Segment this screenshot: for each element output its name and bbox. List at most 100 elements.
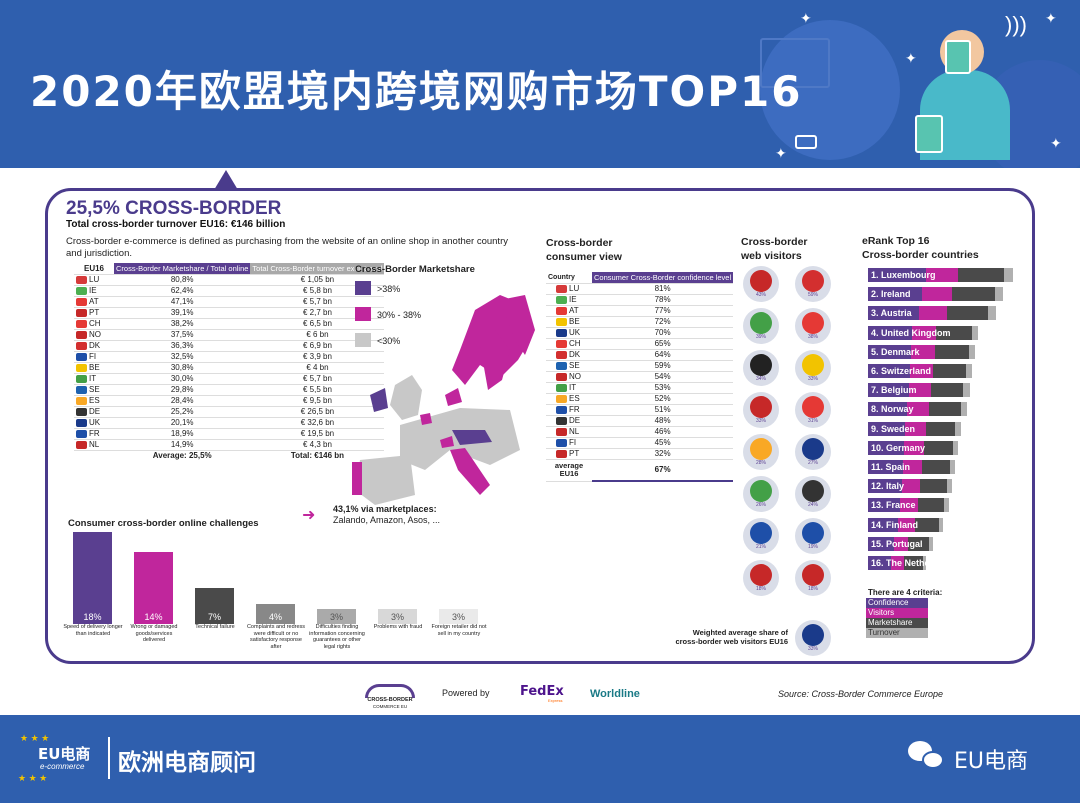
turnover-value: € 2,7 bn — [250, 307, 385, 319]
marketshare-value: 20,1% — [114, 417, 251, 429]
arrow-icon: ➜ — [302, 507, 316, 524]
country-code: BE — [89, 363, 100, 372]
country-code: PT — [569, 449, 580, 458]
country-code: ES — [569, 394, 580, 403]
country-code: IE — [89, 286, 97, 295]
rank-label: 15. Portugal — [871, 538, 923, 549]
country-flag-icon — [802, 480, 824, 502]
country-cell: UK — [546, 327, 592, 339]
criteria-item: Turnover — [866, 628, 928, 638]
table-footer-row: Average: 25,5% Total: €146 bn — [74, 450, 384, 461]
marketshare-value: 47,1% — [114, 296, 251, 308]
card-heading: 25,5% CROSS-BORDER — [66, 198, 282, 219]
country-flag-icon — [750, 354, 772, 376]
country-flag-icon — [750, 522, 772, 544]
country-code: CH — [89, 319, 101, 328]
challenge-bar: 14% — [134, 552, 173, 624]
country-flag-icon — [802, 522, 824, 544]
country-cell: ES — [74, 395, 114, 407]
country-code: ES — [89, 396, 100, 405]
table-row: FI 45% — [546, 437, 734, 449]
rank-label: 16. The Netherlands — [871, 558, 957, 568]
table-row: AT 47,1% € 5,7 bn — [74, 296, 385, 308]
rank-label: 8. Norway — [871, 404, 914, 415]
country-code: NO — [89, 330, 101, 339]
visitor-pct: 18% — [755, 586, 766, 592]
marketshare-value: 29,8% — [114, 384, 251, 396]
card-description: Cross-border e-commerce is defined as pu… — [66, 236, 508, 259]
table-row: LU 80,8% € 1,05 bn — [74, 274, 385, 286]
country-flag-icon — [750, 564, 772, 586]
footer-brand: 欧洲电商顾问 — [118, 750, 256, 776]
flag-icon — [556, 416, 567, 425]
marketshare-value: 30,8% — [114, 362, 251, 374]
flag-icon — [556, 383, 567, 392]
confidence-value: 77% — [592, 305, 734, 317]
marketshare-value: 80,8% — [114, 274, 251, 286]
challenge-value: 3% — [451, 612, 465, 622]
challenges-title: Consumer cross-border online challenges — [68, 518, 259, 529]
country-code: IT — [569, 383, 577, 392]
fedex-logo: FedEx — [520, 684, 564, 699]
star-icon: ✦ — [905, 50, 917, 66]
map-uk — [390, 375, 422, 420]
map-ireland — [370, 388, 388, 412]
weighted-pct: 33% — [807, 646, 818, 652]
table-row: PT 32% — [546, 448, 734, 460]
rank-label: 14. Finland — [871, 519, 919, 530]
cbce-logo-text-1: CROSS-BORDER — [367, 697, 413, 703]
card-tail — [214, 170, 238, 190]
marketshare-value: 18,9% — [114, 428, 251, 440]
table-row: ES 28,4% € 9,5 bn — [74, 395, 385, 407]
rank-bar-confidence — [868, 325, 913, 340]
confidence-value: 64% — [592, 349, 734, 361]
confidence-value: 51% — [592, 404, 734, 416]
flag-icon — [556, 328, 567, 337]
visitor-circle: 18% — [743, 560, 779, 596]
challenge-label: Speed of delivery longer than indicated — [63, 624, 123, 637]
rank-bar-confidence — [868, 287, 922, 302]
challenge-bar: 3% — [378, 608, 417, 624]
criteria-legend: Confidence Visitors Marketshare Turnover — [866, 598, 936, 638]
challenges-chart: 18% Speed of delivery longer than indicat… — [60, 528, 490, 650]
marketplace-note-1: 43,1% via marketplaces: — [333, 504, 437, 514]
header-banner: ✦ ✦ ✦ ✦ ✦ ))) 2020年欧盟境内跨境网购市场TOP16 — [0, 0, 1080, 168]
country-flag-icon — [750, 396, 772, 418]
average-value: 67% — [592, 459, 734, 482]
flag-icon — [556, 306, 567, 315]
criteria-item: Marketshare — [866, 618, 928, 628]
card-icon — [795, 135, 817, 149]
consumer-view-title-1: Cross-border — [546, 237, 613, 249]
weighted-label-1: Weighted average share of — [692, 628, 788, 637]
rank-bar-confidence — [868, 556, 892, 570]
challenge-value: 18% — [83, 612, 102, 622]
country-code: NL — [89, 440, 100, 449]
turnover-value: € 3,9 bn — [250, 351, 385, 363]
flag-icon — [76, 396, 87, 405]
col-marketshare: Cross-Border Marketshare / Total online — [114, 263, 251, 275]
visitor-pct: 19% — [807, 544, 818, 550]
table-row: IE 78% — [546, 294, 734, 306]
turnover-value: € 6,5 bn — [250, 318, 385, 330]
country-code: DK — [89, 341, 101, 350]
marketshare-value: 25,2% — [114, 406, 251, 418]
criteria-item: Visitors — [866, 608, 928, 618]
confidence-value: 81% — [592, 283, 734, 295]
country-cell: LU — [546, 283, 592, 295]
wechat-account[interactable]: EU电商 — [954, 749, 1029, 774]
flag-icon — [76, 330, 87, 339]
flag-icon — [556, 284, 567, 293]
europe-map — [352, 295, 535, 505]
country-code: UK — [89, 418, 101, 427]
visitor-circle: 18% — [795, 560, 831, 596]
wifi-icon: ))) — [1005, 12, 1027, 37]
map-austria — [452, 430, 492, 445]
table-row: NO 37,5% € 6 bn — [74, 329, 385, 341]
challenge-value: 7% — [207, 612, 221, 622]
map-title: Cross-Border Marketshare — [355, 264, 475, 275]
country-cell: NL — [546, 426, 592, 438]
average-cell: Average: 25,5% — [152, 451, 212, 461]
eu-stars-icon: ★ ★ ★ — [20, 733, 50, 743]
visitor-pct: 33% — [807, 376, 818, 382]
flag-icon — [76, 385, 87, 394]
